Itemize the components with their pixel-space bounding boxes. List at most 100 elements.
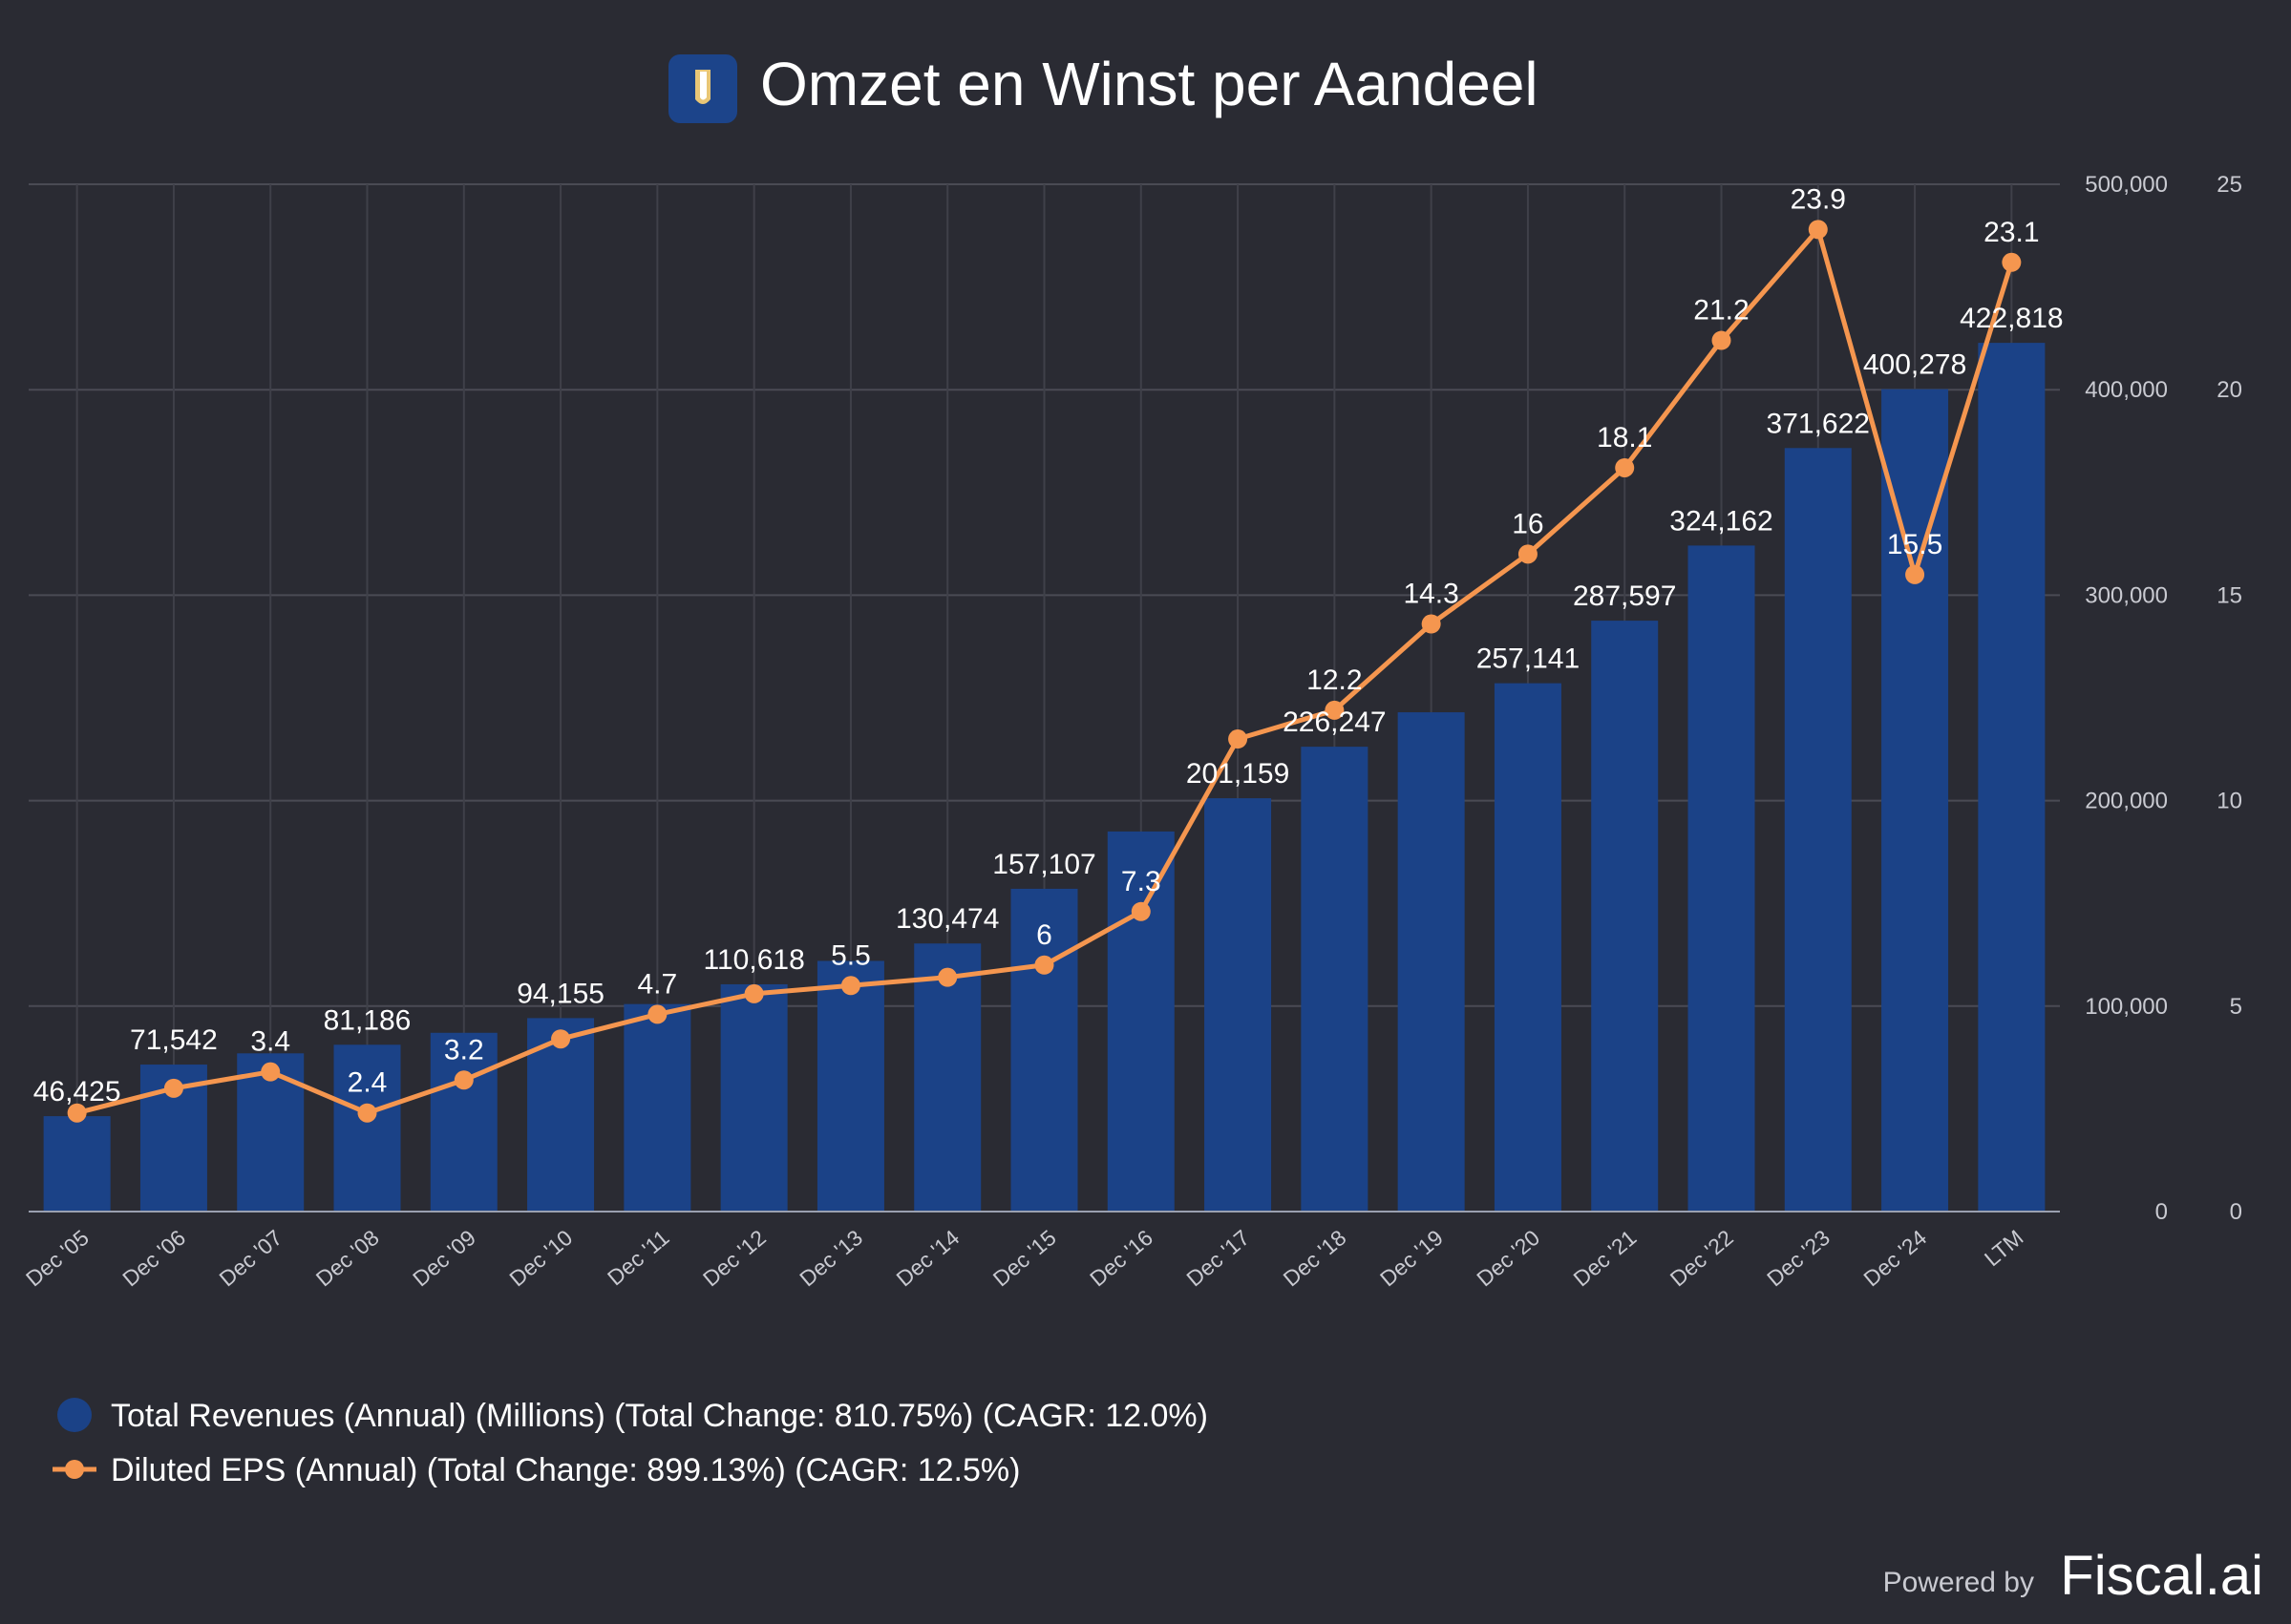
- revenue-bar[interactable]: [1784, 448, 1852, 1212]
- x-tick-label: Dec '20: [1472, 1225, 1544, 1292]
- eps-point[interactable]: [1131, 901, 1151, 921]
- x-tick-label: Dec '10: [504, 1225, 577, 1292]
- y-left-tick-label: 300,000: [2085, 582, 2168, 608]
- revenue-data-label: 110,618: [704, 944, 805, 976]
- eps-data-label: 21.2: [1693, 295, 1749, 327]
- legend-eps-label[interactable]: Diluted EPS (Annual) (Total Change: 899.…: [111, 1452, 1020, 1488]
- legend-eps-swatch[interactable]: [65, 1460, 84, 1479]
- eps-data-label: 23.1: [1983, 217, 2039, 248]
- x-tick-label: Dec '05: [21, 1225, 94, 1292]
- eps-data-label: 18.1: [1597, 422, 1652, 453]
- x-tick-label: Dec '13: [795, 1225, 867, 1292]
- x-tick-label: Dec '09: [408, 1225, 480, 1292]
- revenue-data-label: 71,542: [130, 1024, 218, 1056]
- eps-point[interactable]: [67, 1103, 87, 1123]
- x-tick-label: LTM: [1980, 1225, 2028, 1271]
- revenue-data-label: 371,622: [1767, 408, 1870, 439]
- x-tick-label: Dec '19: [1375, 1225, 1448, 1292]
- eps-point[interactable]: [1517, 544, 1538, 564]
- revenue-bar[interactable]: [720, 983, 788, 1212]
- eps-point[interactable]: [1325, 700, 1345, 720]
- eps-point[interactable]: [2002, 252, 2022, 272]
- x-tick-label: Dec '08: [311, 1225, 384, 1292]
- revenue-bar[interactable]: [430, 1032, 498, 1212]
- footer: Powered by Fiscal.ai: [1883, 1545, 2263, 1607]
- revenue-bar[interactable]: [1494, 683, 1561, 1212]
- x-tick-label: Dec '12: [698, 1225, 771, 1292]
- revenue-bar[interactable]: [43, 1116, 111, 1212]
- revenue-bar[interactable]: [1301, 747, 1368, 1212]
- x-tick-label: Dec '15: [988, 1225, 1061, 1292]
- eps-data-label: 5.5: [831, 939, 871, 971]
- y-right-tick-label: 5: [2230, 994, 2242, 1020]
- eps-point[interactable]: [261, 1062, 281, 1082]
- revenue-bar[interactable]: [1204, 798, 1272, 1212]
- eps-data-label: 4.7: [637, 968, 677, 1000]
- x-tick-label: Dec '06: [117, 1225, 190, 1292]
- eps-point[interactable]: [938, 967, 958, 987]
- eps-data-label: 16: [1512, 508, 1543, 539]
- eps-point[interactable]: [163, 1078, 183, 1098]
- revenue-bar[interactable]: [914, 943, 982, 1212]
- eps-point[interactable]: [454, 1070, 474, 1090]
- revenue-bar[interactable]: [817, 960, 884, 1212]
- revenue-data-label: 324,162: [1669, 505, 1772, 537]
- eps-line: [67, 220, 2022, 1123]
- powered-by-text: Powered by: [1883, 1567, 2034, 1598]
- revenue-data-label: 257,141: [1476, 643, 1580, 675]
- y-left-tick-label: 200,000: [2085, 789, 2168, 814]
- eps-point[interactable]: [1905, 564, 1925, 584]
- eps-point[interactable]: [1615, 457, 1635, 477]
- revenue-data-label: 81,186: [324, 1004, 412, 1036]
- revenue-data-label: 422,818: [1960, 303, 2063, 334]
- revenue-bars: [43, 343, 2046, 1212]
- y-right-tick-label: 15: [2217, 582, 2242, 608]
- revenue-data-label: 157,107: [992, 849, 1095, 880]
- revenue-bar[interactable]: [624, 1003, 691, 1212]
- eps-data-label: 14.3: [1403, 579, 1458, 610]
- revenue-bar[interactable]: [333, 1044, 401, 1212]
- x-tick-label: Dec '24: [1858, 1225, 1931, 1292]
- brand-logo[interactable]: Fiscal.ai: [2060, 1545, 2263, 1607]
- revenue-bar[interactable]: [1397, 712, 1465, 1212]
- eps-point[interactable]: [1228, 729, 1248, 749]
- eps-data-label: 23.9: [1791, 183, 1846, 215]
- eps-point[interactable]: [647, 1004, 668, 1024]
- revenue-bar[interactable]: [1107, 831, 1175, 1212]
- eps-data-label: 6: [1036, 919, 1052, 951]
- revenue-data-label: 130,474: [896, 903, 999, 935]
- y-right-tick-label: 25: [2217, 172, 2242, 198]
- y-left-tick-label: 0: [2155, 1199, 2168, 1225]
- eps-point[interactable]: [1034, 955, 1054, 975]
- revenue-bar[interactable]: [1978, 343, 2046, 1212]
- eps-point[interactable]: [551, 1029, 571, 1049]
- eps-point[interactable]: [1808, 220, 1828, 240]
- x-tick-label: Dec '21: [1569, 1225, 1642, 1292]
- revenue-data-label: 94,155: [517, 978, 605, 1009]
- legend-revenue-swatch[interactable]: [57, 1398, 92, 1432]
- revenue-data-label: 400,278: [1863, 349, 1966, 381]
- y-right-tick-label: 0: [2230, 1199, 2242, 1225]
- eps-data-label: 2.4: [348, 1067, 388, 1099]
- chart-title-group: Omzet en Winst per Aandeel: [668, 50, 1538, 123]
- eps-point[interactable]: [357, 1103, 377, 1123]
- x-tick-label: Dec '18: [1279, 1225, 1351, 1292]
- revenue-bar[interactable]: [1010, 888, 1078, 1212]
- x-tick-label: Dec '17: [1181, 1225, 1254, 1292]
- revenue-data-label: 226,247: [1283, 707, 1386, 738]
- eps-point[interactable]: [1711, 330, 1731, 350]
- eps-data-label: 3.2: [444, 1034, 484, 1065]
- revenue-data-label: 287,597: [1573, 580, 1676, 612]
- eps-point[interactable]: [840, 976, 860, 996]
- revenue-bar[interactable]: [1881, 389, 1949, 1212]
- revenue-data-label: 201,159: [1186, 758, 1289, 790]
- x-tick-label: Dec '14: [892, 1225, 965, 1292]
- legend-revenue-label[interactable]: Total Revenues (Annual) (Millions) (Tota…: [111, 1398, 1208, 1434]
- app-logo-mark-inner: [700, 72, 707, 100]
- eps-data-label: 7.3: [1121, 866, 1161, 897]
- eps-point[interactable]: [744, 983, 764, 1003]
- revenue-bar[interactable]: [1687, 545, 1755, 1212]
- eps-point[interactable]: [1421, 614, 1441, 634]
- revenue-bar[interactable]: [1591, 621, 1659, 1212]
